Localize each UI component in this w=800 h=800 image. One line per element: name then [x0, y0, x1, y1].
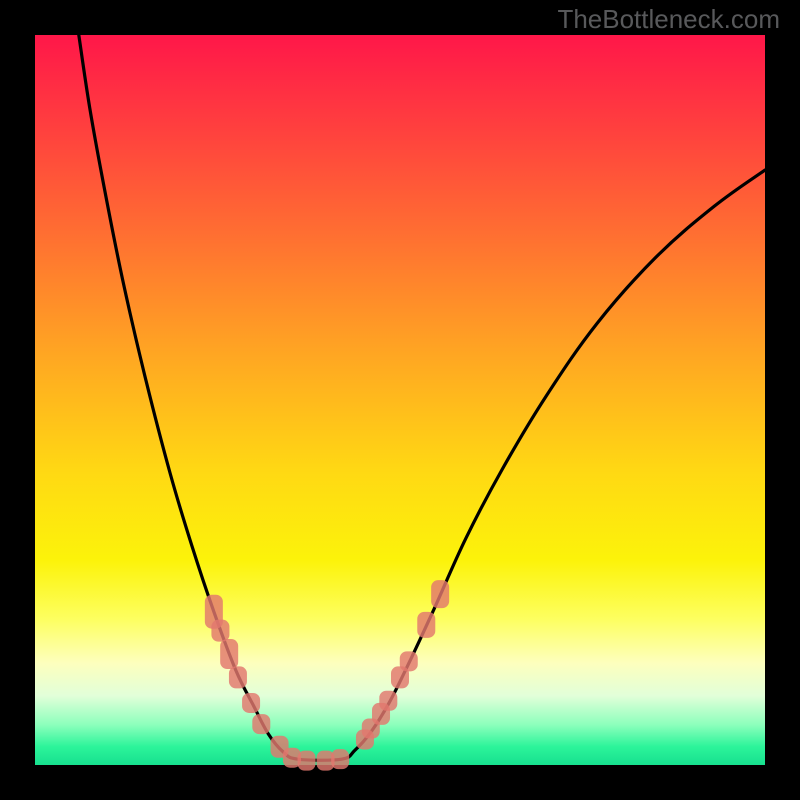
- curve-marker: [431, 580, 449, 608]
- curve-marker: [229, 666, 247, 688]
- chart-frame: TheBottleneck.com: [0, 0, 800, 800]
- plot-area: [35, 35, 765, 765]
- curve-marker: [331, 749, 349, 769]
- curve-marker: [417, 612, 435, 638]
- curve-marker: [220, 639, 238, 669]
- curve-marker: [298, 751, 316, 771]
- curve-marker: [211, 620, 229, 642]
- bottleneck-curve: [35, 35, 765, 765]
- curve-marker: [379, 691, 397, 711]
- v-curve: [79, 35, 765, 760]
- curve-marker: [400, 651, 418, 671]
- watermark-text: TheBottleneck.com: [557, 4, 780, 35]
- curve-marker: [242, 693, 260, 713]
- curve-marker: [252, 714, 270, 734]
